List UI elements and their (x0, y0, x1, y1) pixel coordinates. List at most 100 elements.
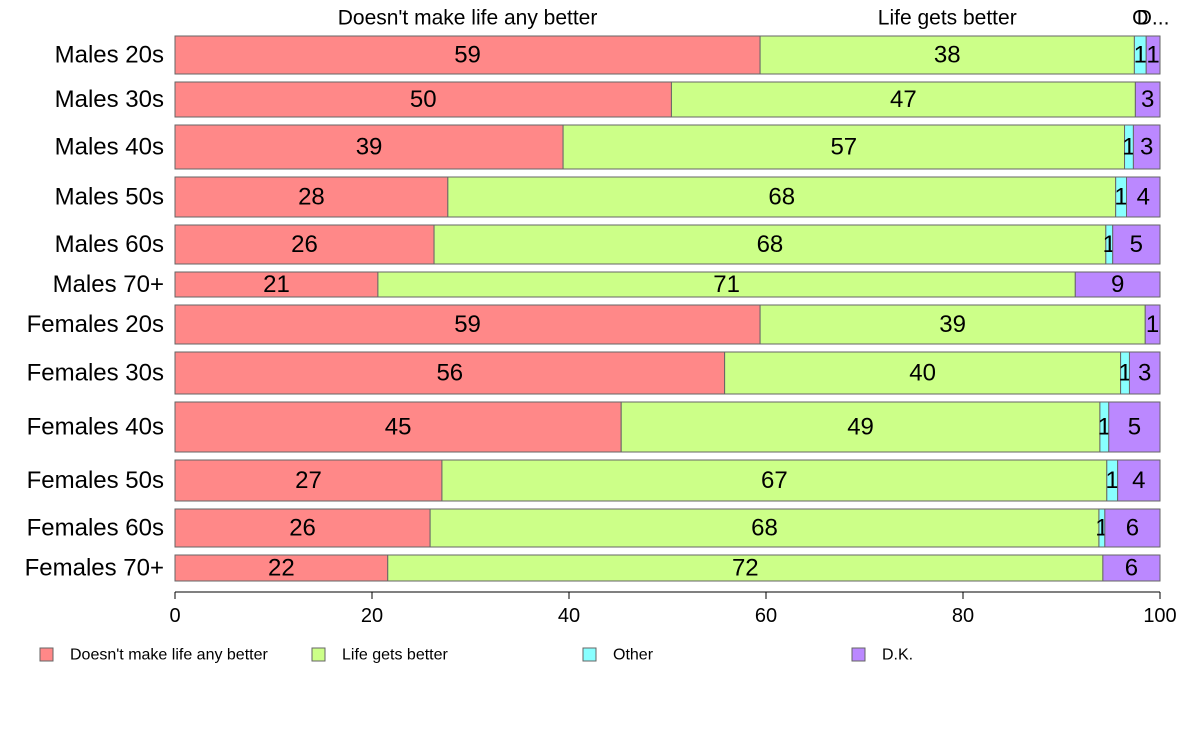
data-label: 3 (1138, 360, 1151, 387)
bar-segment (1102, 554, 1161, 582)
legend-label: Other (613, 647, 654, 664)
bar-segment (441, 459, 1108, 502)
bar-segment (1144, 304, 1161, 345)
x-tick-label: 60 (755, 605, 777, 627)
data-label: 1 (1146, 42, 1159, 69)
data-label: 5 (1128, 414, 1141, 441)
data-label: 28 (298, 184, 325, 211)
bar-row: 28 68 1 4 (174, 176, 1161, 218)
data-label: 27 (295, 467, 322, 494)
legend: Doesn't make life any better Life gets be… (39, 647, 913, 664)
bar-segment (174, 271, 379, 298)
data-label: 6 (1125, 555, 1138, 582)
data-label: 4 (1132, 467, 1145, 494)
bar-segment (174, 459, 443, 502)
bar-row: 26 68 1 5 (174, 224, 1161, 265)
bar-segment (377, 271, 1076, 298)
data-label: 1 (1106, 467, 1119, 494)
data-label: 67 (761, 467, 788, 494)
legend-item: Doesn't make life any better (39, 647, 268, 664)
bar-segment (174, 508, 431, 548)
top-series-label: Life gets better (878, 7, 1017, 30)
bar-segment (1112, 224, 1161, 265)
data-label: 59 (454, 311, 481, 338)
x-axis: 0 20 40 60 80 100 (169, 591, 1177, 627)
bar-segment (1074, 271, 1161, 298)
category-label: Females 60s (27, 515, 164, 542)
data-label: 71 (713, 271, 740, 298)
data-label: 47 (890, 86, 917, 113)
category-label: Males 60s (55, 231, 164, 258)
data-label: 4 (1137, 184, 1150, 211)
data-label: 68 (757, 231, 784, 258)
bar-segment (174, 554, 389, 582)
legend-label: Doesn't make life any better (70, 647, 268, 664)
data-label: 39 (356, 134, 383, 161)
legend-swatch (311, 647, 326, 662)
data-label: 57 (830, 134, 857, 161)
bar-segment (1104, 508, 1161, 548)
bar-segment (174, 81, 672, 118)
category-label: Males 30s (55, 86, 164, 113)
bar-segment (174, 224, 435, 265)
bar-segment (724, 351, 1122, 395)
data-label: 59 (454, 42, 481, 69)
bar-segment (447, 176, 1117, 218)
category-label: Females 20s (27, 311, 164, 338)
bar-row: 59 39 1 (174, 304, 1161, 345)
category-label: Females 70+ (25, 555, 164, 582)
data-label: 3 (1140, 134, 1153, 161)
bar-row: 45 49 1 5 (174, 401, 1161, 453)
top-series-label: D... (1137, 7, 1170, 30)
data-label: 1 (1098, 414, 1111, 441)
data-label: 1 (1146, 311, 1159, 338)
data-label: 9 (1111, 271, 1124, 298)
bar-segment (387, 554, 1104, 582)
bar-segment (620, 401, 1101, 453)
data-label: 5 (1130, 231, 1143, 258)
bar-row: 50 47 3 (174, 81, 1161, 118)
data-label: 56 (436, 360, 463, 387)
x-tick-label: 100 (1143, 605, 1176, 627)
data-label: 1 (1134, 42, 1147, 69)
data-label: 68 (768, 184, 795, 211)
bar-segment (1108, 401, 1161, 453)
legend-item: D.K. (851, 647, 913, 664)
x-tick-label: 80 (952, 605, 974, 627)
bar-segment (759, 35, 1135, 75)
x-tick-label: 40 (558, 605, 580, 627)
data-label: 1 (1118, 360, 1131, 387)
legend-item: Life gets better (311, 647, 449, 664)
data-label: 26 (291, 231, 318, 258)
bar-segment (562, 124, 1126, 170)
data-label: 1 (1114, 184, 1127, 211)
data-label: 49 (847, 414, 874, 441)
data-label: 21 (263, 271, 290, 298)
data-label: 50 (410, 86, 437, 113)
bar-segment (433, 224, 1107, 265)
legend-label: D.K. (882, 647, 913, 664)
category-label: Females 40s (27, 414, 164, 441)
bar-row: 21 71 9 (174, 271, 1161, 298)
bar-segment (174, 124, 564, 170)
bar-row: 22 72 6 (174, 554, 1161, 582)
data-label: 39 (939, 311, 966, 338)
data-label: 68 (751, 515, 778, 542)
bar-row: 39 57 1 3 (174, 124, 1161, 170)
bar-row: 26 68 1 6 (174, 508, 1161, 548)
data-label: 3 (1141, 86, 1154, 113)
legend-swatch (582, 647, 597, 662)
data-label: 1 (1122, 134, 1135, 161)
bar-segment (174, 401, 622, 453)
data-label: 40 (909, 360, 936, 387)
category-label: Males 70+ (53, 271, 164, 298)
data-label: 26 (289, 515, 316, 542)
top-series-label: Doesn't make life any better (338, 7, 598, 30)
data-label: 38 (934, 42, 961, 69)
bar-row: 59 38 1 1 (174, 35, 1161, 75)
bar-segment (1117, 459, 1161, 502)
data-label: 72 (732, 555, 759, 582)
category-label: Males 40s (55, 134, 164, 161)
legend-swatch (851, 647, 866, 662)
